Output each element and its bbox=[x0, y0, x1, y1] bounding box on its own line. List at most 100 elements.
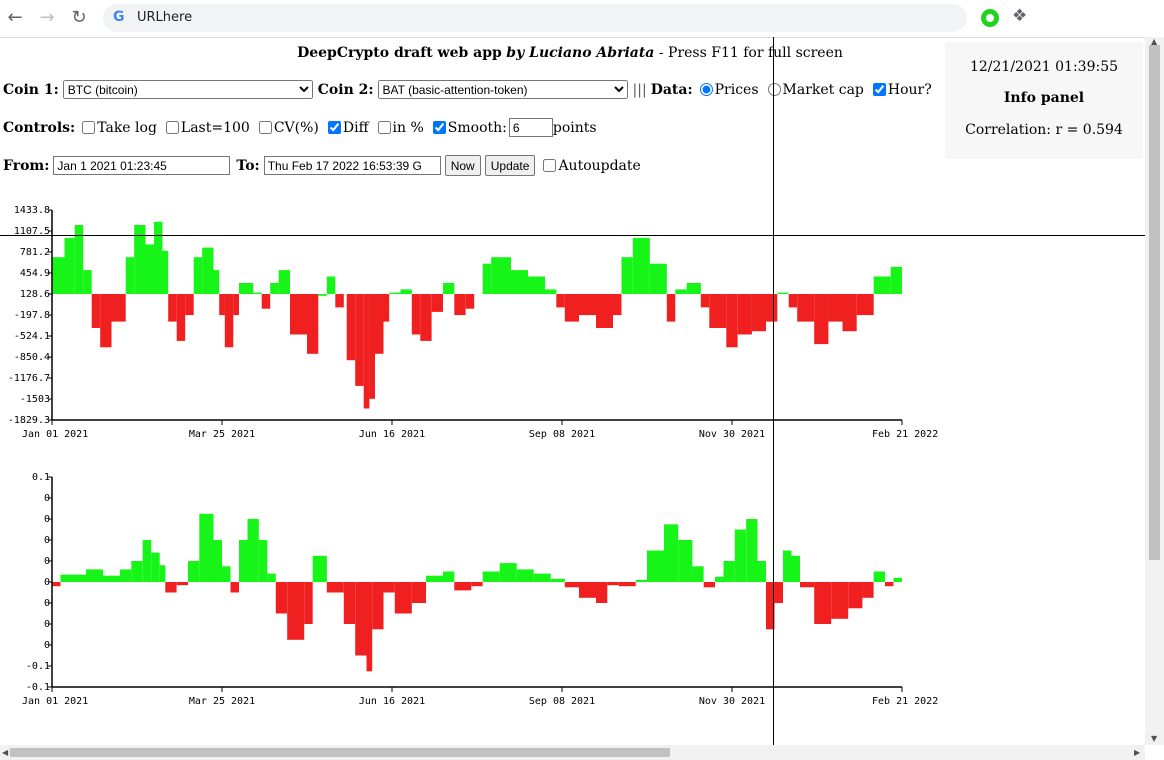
info-panel: 12/21/2021 01:39:55 Info panel Correlati… bbox=[945, 42, 1143, 159]
puzzle-icon[interactable]: ❖ bbox=[1012, 6, 1028, 26]
coin1-select[interactable]: BTC (bitcoin) bbox=[62, 80, 313, 99]
back-arrow-icon[interactable]: ← bbox=[7, 7, 23, 28]
y-tick-label: 454.9 bbox=[20, 268, 50, 279]
bar-71 bbox=[828, 294, 843, 322]
bar-60 bbox=[791, 555, 800, 583]
update-button[interactable]: Update bbox=[484, 155, 536, 176]
reload-icon[interactable]: ↻ bbox=[71, 7, 87, 28]
prices-radio[interactable] bbox=[699, 83, 713, 96]
bar-54 bbox=[613, 294, 622, 316]
bar-54 bbox=[734, 529, 747, 582]
bar-1 bbox=[60, 574, 86, 582]
market-cap-radio[interactable] bbox=[767, 83, 781, 96]
bar-65 bbox=[751, 294, 766, 332]
bar-36 bbox=[482, 571, 500, 582]
y-tick-label: 0 bbox=[44, 577, 50, 588]
bar-20 bbox=[275, 582, 288, 614]
range-row: From: To: Now Update Autoupdate bbox=[3, 155, 641, 176]
browser-toolbar: ← → ↻ G URLhere ❖ bbox=[0, 0, 1164, 38]
horizontal-scroll-thumb[interactable] bbox=[10, 748, 670, 757]
correlation-value: Correlation: r = 0.594 bbox=[965, 122, 1123, 138]
bar-46 bbox=[635, 579, 647, 582]
bar-69 bbox=[797, 294, 815, 322]
y-tick-label: -1176.7 bbox=[8, 373, 50, 384]
last100-checkbox[interactable] bbox=[165, 121, 179, 134]
autoupdate-checkbox[interactable] bbox=[543, 159, 557, 172]
scroll-down-icon[interactable]: ▼ bbox=[1151, 734, 1158, 743]
bar-34 bbox=[369, 294, 375, 399]
bar-33 bbox=[443, 571, 455, 582]
bar-52 bbox=[579, 294, 596, 316]
to-input[interactable] bbox=[263, 156, 441, 175]
bar-1 bbox=[64, 237, 75, 294]
vertical-scroll-thumb[interactable] bbox=[1149, 45, 1160, 560]
bar-47 bbox=[647, 550, 664, 582]
bar-60 bbox=[686, 283, 701, 294]
bar-74 bbox=[873, 276, 891, 294]
bar-48 bbox=[528, 276, 545, 294]
y-tick-label: 1433.8 bbox=[14, 205, 50, 216]
bar-49 bbox=[545, 289, 557, 294]
y-tick-label: -197.8 bbox=[14, 310, 50, 321]
scroll-left-icon[interactable]: ◀ bbox=[2, 748, 9, 757]
bar-2 bbox=[86, 569, 103, 582]
coin1-label: Coin 1: bbox=[3, 81, 59, 98]
bar-59 bbox=[783, 550, 792, 582]
info-heading: Info panel bbox=[1003, 90, 1085, 106]
bar-68 bbox=[788, 294, 798, 308]
bar-63 bbox=[831, 582, 849, 619]
y-tick-label: 0 bbox=[44, 493, 50, 504]
x-tick-label: Jan 01 2021 bbox=[22, 696, 88, 707]
bar-58 bbox=[774, 582, 783, 603]
smooth-points-input[interactable] bbox=[508, 118, 553, 137]
scroll-right-icon[interactable]: ▶ bbox=[1134, 748, 1141, 757]
bar-65 bbox=[862, 582, 874, 598]
x-tick-label: Feb 21 2022 bbox=[872, 429, 938, 440]
bar-40 bbox=[550, 578, 565, 582]
smooth-checkbox[interactable] bbox=[432, 121, 446, 134]
bar-8 bbox=[134, 225, 146, 294]
bar-41 bbox=[564, 582, 579, 588]
bar-31 bbox=[411, 582, 426, 603]
x-tick-label: Mar 25 2021 bbox=[189, 696, 255, 707]
now-button[interactable]: Now bbox=[444, 155, 481, 176]
bar-21 bbox=[239, 283, 254, 294]
diff-label: Diff bbox=[342, 119, 369, 136]
bar-4 bbox=[91, 294, 101, 328]
bar-23 bbox=[261, 294, 271, 309]
extension-icon[interactable] bbox=[981, 9, 999, 27]
y-tick-label: 1107.5 bbox=[14, 226, 50, 237]
y-tick-label: 0 bbox=[44, 640, 50, 651]
bar-45 bbox=[482, 263, 492, 294]
take-log-checkbox[interactable] bbox=[82, 121, 96, 134]
bar-62 bbox=[814, 582, 832, 624]
bar-50 bbox=[692, 566, 704, 582]
address-bar[interactable]: G URLhere bbox=[103, 4, 967, 32]
bar-17 bbox=[213, 270, 220, 294]
bar-21 bbox=[287, 582, 305, 640]
scroll-up-icon[interactable]: ▲ bbox=[1151, 37, 1158, 46]
bar-50 bbox=[556, 294, 565, 308]
coin2-select[interactable]: BAT (basic-attention-token) bbox=[377, 80, 628, 99]
from-input[interactable] bbox=[53, 156, 231, 175]
bar-30 bbox=[335, 294, 344, 308]
horizontal-scrollbar[interactable]: ◀ ▶ bbox=[0, 745, 1145, 760]
bar-24 bbox=[326, 582, 344, 593]
bar-49 bbox=[678, 540, 693, 582]
vertical-scrollbar[interactable]: ▲ ▼ bbox=[1145, 37, 1164, 745]
bar-31 bbox=[346, 294, 356, 361]
hour-checkbox[interactable] bbox=[872, 83, 886, 96]
hour-label: Hour? bbox=[887, 81, 932, 98]
diff-checkbox[interactable] bbox=[327, 121, 341, 134]
x-tick-label: Feb 21 2022 bbox=[872, 696, 938, 707]
cv-checkbox[interactable] bbox=[258, 121, 272, 134]
y-tick-label: -524.1 bbox=[14, 331, 50, 342]
bar-29 bbox=[383, 582, 395, 593]
in-percent-checkbox[interactable] bbox=[377, 121, 391, 134]
x-tick-label: Jan 01 2021 bbox=[22, 429, 88, 440]
crosshair-vertical bbox=[773, 37, 774, 745]
y-tick-label: -0.1 bbox=[26, 661, 50, 672]
forward-arrow-icon[interactable]: → bbox=[39, 7, 55, 28]
x-tick-label: Sep 08 2021 bbox=[529, 429, 595, 440]
smooth-label: Smooth: bbox=[447, 119, 507, 136]
